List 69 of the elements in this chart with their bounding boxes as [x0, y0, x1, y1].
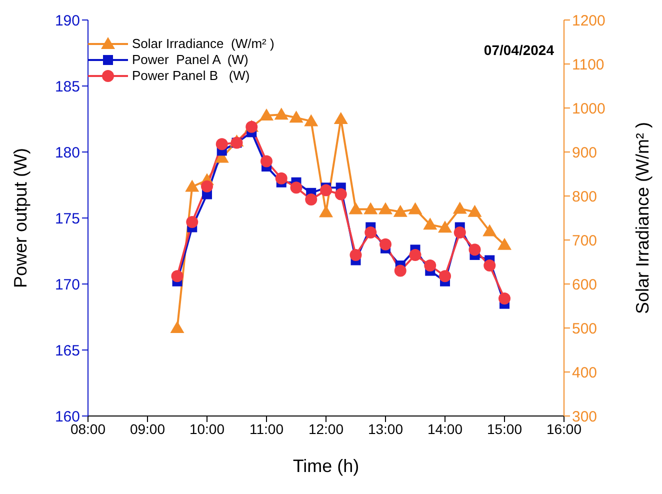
- point: [452, 202, 467, 214]
- point: [378, 202, 392, 214]
- x-tick-label: 09:00: [130, 420, 166, 437]
- point: [171, 270, 184, 282]
- y-tick-label: 190: [54, 12, 80, 30]
- point: [319, 205, 333, 218]
- point: [468, 204, 482, 217]
- point: [364, 202, 378, 214]
- x-tick-label: 12:00: [308, 420, 344, 437]
- point: [320, 184, 332, 196]
- y2-tick-label: 1000: [572, 100, 606, 118]
- point: [185, 180, 200, 192]
- point: [260, 155, 272, 168]
- y2-axis-title: Solar Irradiance (W/m² ): [632, 122, 652, 314]
- y-axis-title: Power output (W): [10, 148, 30, 288]
- point: [201, 180, 213, 192]
- point: [498, 292, 510, 305]
- legend-label: Solar Irradiance (W/m² ): [132, 36, 274, 52]
- x-tick-label: 15:00: [486, 420, 522, 437]
- point: [364, 226, 377, 239]
- point: [348, 202, 363, 214]
- point: [260, 108, 274, 120]
- point: [393, 204, 408, 217]
- legend-label: Power Panel A (W): [132, 52, 248, 68]
- annotation: 07/04/2024: [484, 42, 554, 58]
- point: [438, 220, 452, 233]
- point: [334, 112, 348, 124]
- point: [275, 172, 288, 184]
- x-tick-label: 14:00: [427, 420, 463, 437]
- point: [424, 260, 436, 272]
- point: [423, 218, 438, 230]
- point: [439, 270, 451, 282]
- point: [274, 108, 288, 120]
- point: [394, 264, 406, 277]
- point: [482, 224, 497, 236]
- y2-tick-label: 500: [572, 320, 598, 338]
- x-tick-label: 13:00: [368, 420, 404, 437]
- point: [305, 194, 318, 206]
- point: [380, 238, 392, 250]
- point: [468, 244, 481, 256]
- y2-tick-label: 900: [572, 144, 598, 162]
- y2-tick-label: 600: [572, 276, 598, 294]
- y2-tick-label: 1200: [572, 12, 606, 30]
- x-tick-label: 11:00: [250, 420, 284, 437]
- point: [454, 226, 466, 239]
- x-axis-title: Time (h): [292, 456, 360, 476]
- point: [484, 260, 496, 272]
- y2-tick-label: 1100: [572, 56, 604, 74]
- point: [409, 248, 422, 261]
- point: [170, 321, 184, 333]
- point: [186, 216, 198, 228]
- point: [289, 110, 304, 123]
- point: [216, 138, 228, 150]
- point: [498, 238, 512, 250]
- y-tick-label: 165: [54, 342, 80, 360]
- point: [334, 188, 347, 200]
- y-tick-label: 175: [54, 210, 80, 228]
- point: [290, 182, 302, 194]
- y-tick-label: 185: [54, 78, 80, 96]
- x-tick-label: 10:00: [189, 420, 225, 437]
- y-tick-label: 180: [54, 144, 80, 162]
- legend-label: Power Panel B (W): [132, 68, 250, 84]
- point: [408, 202, 422, 214]
- y2-tick-label: 700: [572, 232, 598, 250]
- point: [350, 248, 362, 261]
- point: [304, 114, 318, 126]
- y-tick-label: 170: [54, 276, 80, 294]
- y2-tick-label: 400: [572, 364, 598, 382]
- y2-tick-label: 800: [572, 188, 598, 206]
